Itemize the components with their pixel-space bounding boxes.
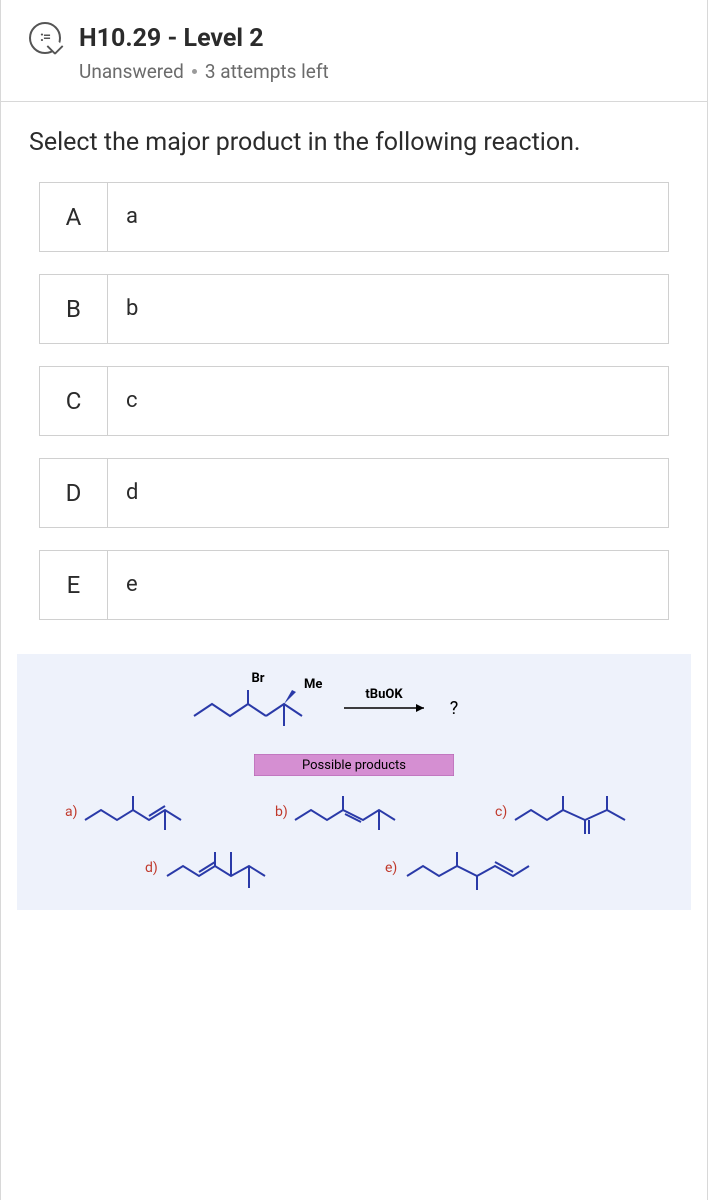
attempts-left: 3 attempts left: [205, 60, 329, 83]
products-row-1: a) b): [25, 786, 683, 840]
choice-b[interactable]: B b: [39, 274, 669, 344]
choice-text: d: [108, 459, 668, 527]
choice-letter: A: [40, 183, 108, 251]
banner-label: Possible products: [302, 758, 406, 773]
choice-letter: B: [40, 275, 108, 343]
choice-text: a: [108, 183, 668, 251]
separator-dot: [192, 69, 197, 74]
answer-choices: A a B b C c D d E e: [1, 168, 707, 648]
question-prompt: Select the major product in the followin…: [1, 102, 707, 168]
reagent-label: tBuOK: [365, 687, 403, 702]
question-title: H10.29 - Level 2: [79, 24, 264, 53]
choice-letter: D: [40, 459, 108, 527]
question-list-icon: :=: [29, 22, 61, 54]
choice-d[interactable]: D d: [39, 458, 669, 528]
product-e: e): [379, 842, 569, 898]
product-label: e): [385, 860, 397, 876]
product-label: b): [275, 804, 288, 820]
product-b: b): [269, 786, 429, 840]
choice-letter: C: [40, 367, 108, 435]
product-d: d): [139, 842, 319, 898]
choice-letter: E: [40, 551, 108, 619]
reaction-scheme: Br Me tBuOK ?: [25, 664, 683, 750]
choice-text: c: [108, 367, 668, 435]
possible-products-banner: Possible products: [254, 754, 454, 776]
products-row-2: d) e): [25, 840, 683, 898]
product-placeholder: ?: [450, 698, 459, 719]
choice-text: b: [108, 275, 668, 343]
product-a: a): [59, 786, 209, 840]
me-label: Me: [304, 677, 322, 692]
product-label: a): [65, 804, 78, 820]
product-c: c): [489, 786, 649, 840]
question-status: Unanswered: [79, 60, 184, 83]
choice-e[interactable]: E e: [39, 550, 669, 620]
choice-text: e: [108, 551, 668, 619]
product-label: c): [495, 804, 507, 820]
question-header: := H10.29 - Level 2 Unanswered 3 attempt…: [1, 0, 707, 102]
reaction-diagram: Br Me tBuOK ? Possible products a): [17, 654, 691, 910]
choice-c[interactable]: C c: [39, 366, 669, 436]
br-label: Br: [251, 671, 264, 686]
choice-a[interactable]: A a: [39, 182, 669, 252]
product-label: d): [145, 860, 158, 876]
